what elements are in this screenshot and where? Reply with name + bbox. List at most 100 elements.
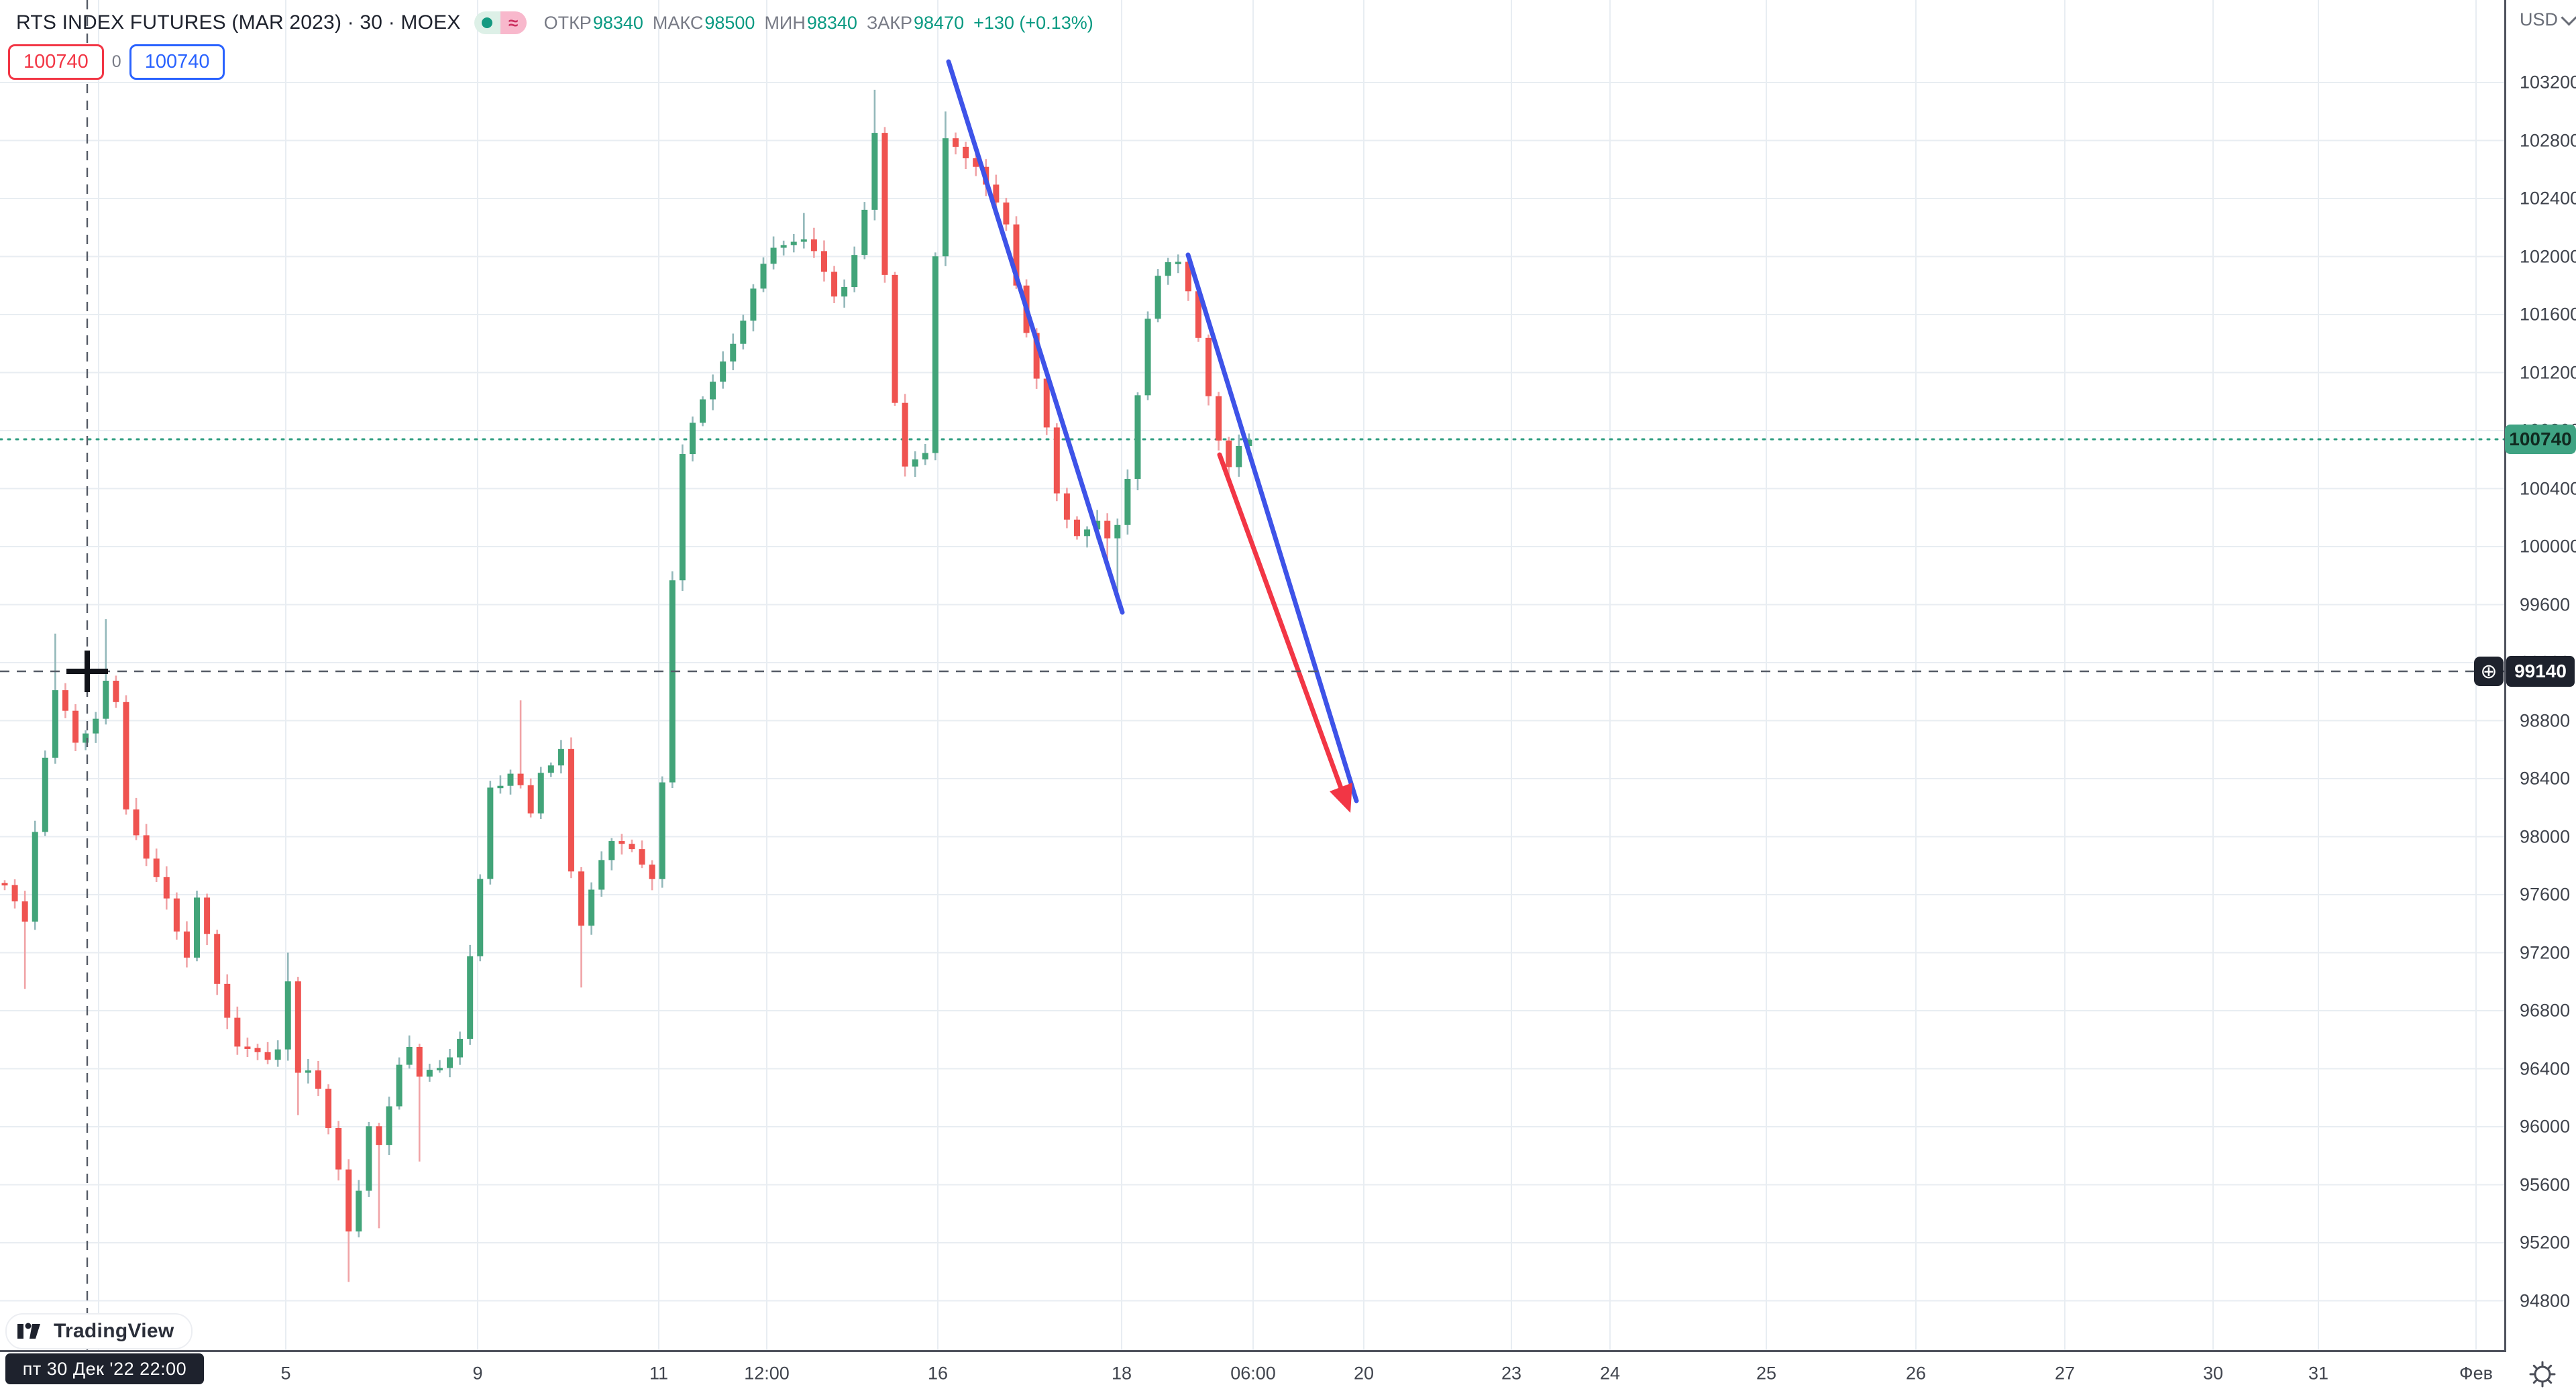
tradingview-logo[interactable]: TradingView [5, 1313, 193, 1349]
time-tick-label: 16 [927, 1363, 949, 1384]
candle-body [366, 1126, 372, 1191]
candle-body [659, 782, 665, 879]
candle-body [406, 1046, 413, 1065]
currency-label: USD [2520, 9, 2559, 30]
candle-body [42, 757, 48, 832]
price-tick-label: 95600 [2520, 1174, 2571, 1194]
candle-body [1053, 427, 1060, 494]
candle-body [760, 264, 767, 289]
candle-body [436, 1068, 443, 1070]
chart-legend: RTS INDEX FUTURES (MAR 2023) · 30 · MOEX… [16, 9, 1093, 36]
chart-plot-area[interactable] [0, 0, 2506, 1352]
price-tick-label: 99600 [2520, 594, 2571, 614]
open-label: ОТКР [543, 12, 592, 33]
time-axis[interactable]: 5 9 11 12:00 16 18 06:00 20 23 24 25 26 27 30 31 Фев [0, 1352, 2576, 1395]
candle-body [568, 748, 574, 872]
candle-body [103, 680, 109, 719]
price-tick-label: 97200 [2520, 942, 2571, 962]
post-market-icon: ≈ [500, 11, 527, 34]
blue-trendline-drawing[interactable] [946, 59, 1125, 615]
candle-body [710, 382, 716, 400]
candle-body [1033, 333, 1040, 379]
current-price-badge: 100740 [2505, 424, 2576, 454]
candle-body [376, 1126, 382, 1146]
candle-body [649, 864, 655, 879]
price-tick-label: 98800 [2520, 710, 2571, 730]
candle-body [426, 1070, 433, 1077]
time-tick-label: 23 [1501, 1363, 1522, 1384]
candle-body [517, 773, 524, 785]
candle-body [345, 1169, 352, 1232]
candle-body [123, 702, 129, 810]
candle-body [356, 1190, 362, 1232]
candle-body [608, 841, 615, 860]
price-tick-label: 102800 [2520, 130, 2576, 150]
buy-button[interactable]: 100740 [129, 44, 225, 80]
candle-body [1063, 493, 1070, 520]
candle-body [547, 765, 554, 773]
time-tick-label: 9 [472, 1363, 483, 1384]
candle-body [810, 239, 817, 252]
candle-body [629, 844, 635, 850]
candle-body [527, 785, 534, 814]
candle-body [477, 879, 484, 956]
candle-body [284, 981, 291, 1050]
candle-body [1246, 439, 1252, 446]
candle-body [244, 1046, 251, 1049]
low-label: МИН [764, 12, 806, 33]
candle-body [487, 787, 494, 879]
candle-body [537, 773, 544, 814]
candle-body [942, 138, 949, 257]
candle-body [143, 835, 150, 859]
candlestick-chart[interactable] [0, 0, 2504, 1350]
candle-body [1144, 319, 1151, 396]
candle-body [254, 1048, 261, 1052]
candle-body [325, 1089, 332, 1128]
candle-body [720, 361, 727, 382]
high-label: МАКС [652, 12, 704, 33]
price-tick-label: 97600 [2520, 884, 2571, 905]
candle-body [204, 897, 211, 934]
candle-body [619, 841, 625, 844]
candle-body [113, 680, 119, 702]
candle-body [335, 1127, 342, 1170]
time-tick-label: Фев [2459, 1363, 2493, 1384]
candle-body [264, 1052, 271, 1060]
candle-body [993, 184, 1000, 203]
add-alert-plus-icon[interactable]: ⊕ [2474, 657, 2504, 686]
candle-body [447, 1057, 453, 1068]
candle-body [953, 138, 959, 147]
change-value: +130 (+0.13%) [973, 12, 1093, 33]
market-status-pill[interactable]: ≈ [474, 11, 527, 34]
candle-body [1216, 396, 1222, 441]
blue-trendline-drawing[interactable] [1185, 252, 1359, 803]
candle-body [639, 849, 645, 865]
symbol-title[interactable]: RTS INDEX FUTURES (MAR 2023) · 30 · MOEX [16, 11, 461, 34]
candle-body [669, 580, 676, 783]
time-tick-label: 11 [649, 1363, 669, 1384]
candle-body [1013, 224, 1020, 286]
axis-settings-button[interactable] [2524, 1355, 2561, 1393]
candle-body [679, 454, 686, 581]
market-open-dot-icon [482, 17, 493, 28]
candle-body [83, 733, 89, 743]
candle-body [1155, 276, 1161, 319]
candle-body [1003, 202, 1010, 225]
candle-body [881, 133, 888, 275]
chevron-down-icon [2561, 9, 2576, 26]
candle-body [274, 1049, 281, 1060]
candle-body [173, 898, 180, 932]
sell-button[interactable]: 100740 [8, 44, 104, 80]
order-panel: 100740 0 100740 [8, 44, 225, 80]
candle-body [396, 1064, 402, 1107]
close-label: ЗАКР [866, 12, 912, 33]
price-tick-label: 96800 [2520, 1000, 2571, 1021]
currency-selector[interactable]: USD [2520, 9, 2576, 30]
candle-body [21, 901, 28, 922]
red-arrow-drawing[interactable] [1217, 452, 1346, 798]
price-tick-label: 103200 [2520, 72, 2576, 93]
candle-body [973, 158, 979, 167]
candle-body [224, 983, 231, 1018]
ohlc-readout: ОТКР98340 МАКС98500 МИН98340 ЗАКР98470 +… [544, 13, 1093, 34]
candle-body [11, 885, 18, 901]
